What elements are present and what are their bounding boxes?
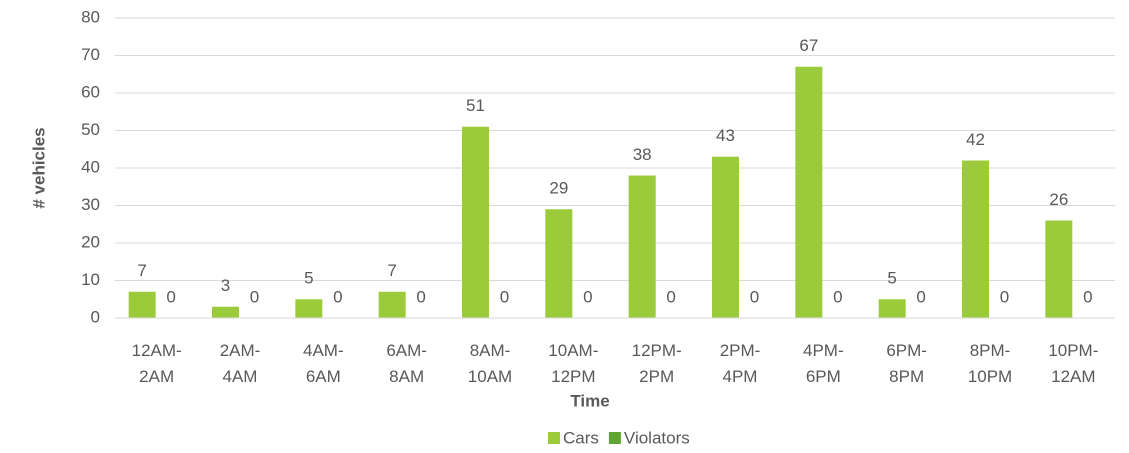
x-tick-label: 10PM- 12AM	[1048, 341, 1098, 386]
data-label: 51	[466, 96, 485, 115]
data-label: 0	[750, 287, 759, 306]
x-tick-label-line: 4AM-	[303, 341, 344, 360]
data-label: 0	[666, 287, 675, 306]
data-label: 0	[833, 287, 842, 306]
x-tick-label-line: 4AM	[223, 367, 258, 386]
data-label: 5	[887, 269, 896, 288]
data-label: 0	[250, 287, 259, 306]
x-tick-label-line: 10AM-	[548, 341, 598, 360]
data-label: 5	[304, 269, 313, 288]
x-tick-label-line: 8AM-	[470, 341, 511, 360]
x-tick-label-line: 2PM	[639, 367, 674, 386]
data-label: 0	[583, 287, 592, 306]
y-tick-label: 50	[81, 120, 100, 139]
y-tick-label: 80	[81, 7, 100, 26]
bar	[378, 291, 406, 318]
x-tick-label: 8AM- 10AM	[468, 341, 512, 386]
y-tick-label: 0	[91, 307, 100, 326]
x-tick-label-line: 4PM	[723, 367, 758, 386]
y-tick-label: 20	[81, 232, 100, 251]
bar	[962, 160, 989, 318]
x-tick-label-line: 6PM	[806, 367, 841, 386]
bar	[212, 306, 239, 318]
x-tick-label: 12PM- 2PM	[632, 341, 682, 386]
x-tick-label-line: 6PM-	[886, 341, 927, 360]
bar	[128, 291, 156, 318]
bar	[462, 126, 489, 318]
bar	[628, 175, 656, 318]
x-tick-label-line: 8PM-	[970, 341, 1011, 360]
x-axis-label: Time	[570, 391, 609, 410]
data-label: 0	[416, 287, 425, 306]
x-tick-label: 2AM- 4AM	[220, 341, 261, 386]
legend-swatch	[548, 432, 560, 444]
data-label: 26	[1049, 190, 1068, 209]
bar	[878, 299, 906, 318]
x-tick-label-line: 12AM-	[132, 341, 182, 360]
x-tick-label-line: 12AM	[1051, 367, 1095, 386]
bar	[795, 66, 823, 318]
y-tick-label: 30	[81, 195, 100, 214]
x-tick-label: 2PM- 4PM	[720, 341, 761, 386]
bar	[545, 209, 573, 318]
data-label: 0	[916, 287, 925, 306]
data-label: 0	[500, 287, 509, 306]
x-tick-label-line: 8AM	[389, 367, 424, 386]
data-label: 67	[799, 36, 818, 55]
x-tick-label-line: 10PM-	[1048, 341, 1098, 360]
data-label: 7	[137, 261, 146, 280]
y-axis-label: # vehicles	[29, 127, 48, 208]
data-label: 0	[166, 287, 175, 306]
x-tick-label: 4AM- 6AM	[303, 341, 344, 386]
x-tick-label-line: 4PM-	[803, 341, 844, 360]
data-label: 42	[966, 130, 985, 149]
x-tick-label: 6PM- 8PM	[886, 341, 927, 386]
data-label: 29	[549, 179, 568, 198]
x-tick-label-line: 2PM-	[720, 341, 761, 360]
y-tick-label: 70	[81, 45, 100, 64]
x-tick-label: 12AM- 2AM	[132, 341, 182, 386]
x-tick-label: 6AM- 8AM	[386, 341, 427, 386]
x-tick-label-line: 8PM	[889, 367, 924, 386]
x-tick-label-line: 2AM-	[220, 341, 261, 360]
y-tick-label: 60	[81, 82, 100, 101]
x-tick-label-line: 2AM	[139, 367, 174, 386]
x-tick-label-line: 12PM-	[632, 341, 682, 360]
data-label: 38	[633, 145, 652, 164]
y-tick-label: 10	[81, 270, 100, 289]
x-tick-label-line: 10PM	[968, 367, 1012, 386]
legend-label: Violators	[624, 428, 690, 447]
data-label: 43	[716, 126, 735, 145]
data-label: 0	[1083, 287, 1092, 306]
data-label: 7	[387, 261, 396, 280]
data-label: 0	[333, 287, 342, 306]
legend-label: Cars	[563, 428, 599, 447]
x-tick-label-line: 6AM	[306, 367, 341, 386]
x-tick-label-line: 6AM-	[386, 341, 427, 360]
y-tick-label: 40	[81, 157, 100, 176]
bar	[295, 299, 323, 318]
bar	[712, 156, 739, 318]
x-tick-label: 4PM- 6PM	[803, 341, 844, 386]
data-label: 3	[221, 276, 230, 295]
x-tick-label: 10AM- 12PM	[548, 341, 598, 386]
x-tick-label-line: 12PM	[551, 367, 595, 386]
legend-swatch	[608, 432, 621, 444]
x-tick-label: 8PM- 10PM	[968, 341, 1012, 386]
x-tick-label-line: 10AM	[468, 367, 512, 386]
bar	[1045, 220, 1073, 318]
data-label: 0	[1000, 287, 1009, 306]
